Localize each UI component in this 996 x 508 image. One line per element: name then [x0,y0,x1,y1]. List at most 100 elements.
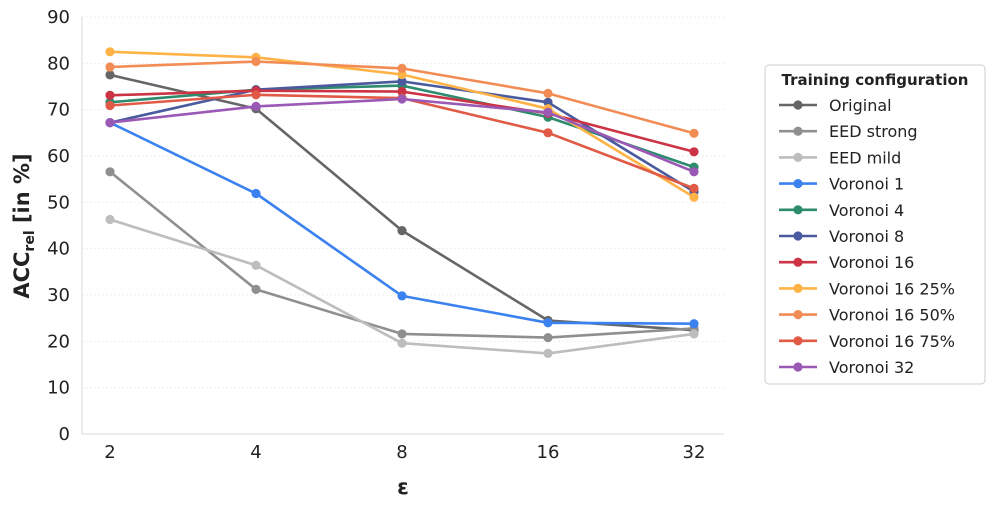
legend-frame [764,64,986,385]
y-tick-label: 60 [47,146,70,167]
legend-label: Voronoi 4 [829,201,904,220]
legend-label: Voronoi 1 [829,175,904,194]
y-axis-label: ACCrel [in %] [10,153,38,298]
legend-label: Voronoi 16 25% [829,279,955,298]
data-point [105,167,115,177]
data-point [543,128,553,138]
series-voronoi-1 [105,118,699,329]
data-point [105,62,115,72]
series-eed-mild [105,214,699,358]
y-tick-label: 70 [47,100,70,121]
legend-swatch-marker [793,126,803,136]
data-point [689,128,699,138]
legend-item: EED strong [779,122,918,141]
data-point [543,88,553,98]
legend: Training configuration Original EED stron… [764,64,986,385]
legend-label: EED strong [829,122,918,141]
legend-swatch-marker [793,100,803,110]
data-point [397,63,407,73]
legend-title: Training configuration [782,71,969,89]
series-lines [105,47,699,358]
data-point [689,167,699,177]
legend-item: Voronoi 4 [779,201,904,220]
data-point [397,291,407,301]
y-axis-label-suffix: [in %] [10,153,34,230]
data-point [105,100,115,111]
x-tick-label: 2 [104,442,115,463]
legend-item: Voronoi 16 75% [779,332,955,351]
y-tick-label: 10 [47,378,70,399]
data-point [689,192,699,202]
x-axis-label: ε [397,475,409,499]
data-point [251,56,261,67]
series-voronoi-32 [105,94,699,177]
data-point [397,338,407,348]
y-axis-label-sub: rel [22,230,38,251]
y-tick-label: 90 [47,7,70,28]
data-point [251,101,261,111]
legend-item: Voronoi 16 [779,253,914,272]
y-axis-label-main: ACC [10,252,34,299]
data-point [397,94,407,104]
x-tick-label: 32 [683,442,706,463]
x-tick-label: 16 [537,442,560,463]
legend-item: Voronoi 1 [779,175,904,194]
y-tick-label: 40 [47,239,70,260]
legend-swatch-marker [793,179,803,189]
legend-swatch-marker [793,336,803,346]
legend-swatch-marker [793,310,803,320]
legend-item: EED mild [779,148,901,167]
legend-swatch-marker [793,362,803,372]
legend-label: Voronoi 16 50% [829,306,955,325]
x-tick-label: 4 [250,442,261,463]
data-point [105,47,115,57]
x-tick-labels: 2 4 8 16 32 [104,442,705,463]
legend-swatch-marker [793,257,803,267]
legend-swatch-marker [793,283,803,293]
data-point [251,90,261,100]
data-point [543,97,553,107]
data-point [543,107,553,117]
legend-label: Original [829,96,892,115]
legend-label: EED mild [829,148,901,167]
data-point [689,183,699,193]
data-point [105,90,115,100]
data-point [251,188,261,199]
legend-swatch-marker [793,231,803,241]
legend-label: Voronoi 16 [829,253,914,272]
legend-label: Voronoi 32 [829,358,914,377]
x-tick-label: 8 [396,442,407,463]
data-point [397,226,407,236]
y-tick-label: 20 [47,331,70,352]
data-point [689,329,699,339]
legend-label: Voronoi 16 75% [829,332,955,351]
series-eed-strong [105,167,699,343]
axes [81,17,724,435]
y-tick-label: 0 [59,424,70,445]
data-point [543,333,553,343]
data-point [251,260,261,270]
data-point [543,348,553,358]
legend-swatch-marker [793,205,803,215]
data-point [689,319,699,329]
legend-items: Original EED strong EED mild Voronoi 1 Voron… [779,96,955,377]
legend-item: Original [779,96,892,115]
series-line [108,170,696,339]
series-voronoi-16-75- [105,90,699,193]
data-point [543,318,553,328]
y-tick-labels: 0 10 20 30 40 50 60 70 80 90 [47,7,70,445]
data-point [105,70,115,80]
y-tick-label: 80 [47,53,70,74]
data-point [397,76,407,86]
data-point [397,329,407,339]
y-tick-label: 50 [47,192,70,213]
data-point [251,284,261,294]
data-point [397,87,407,97]
legend-item: Voronoi 16 50% [779,306,955,325]
data-point [105,118,115,128]
data-point [689,147,699,157]
legend-swatch-marker [793,152,803,162]
legend-item: Voronoi 8 [779,227,904,246]
legend-item: Voronoi 16 25% [779,279,955,298]
